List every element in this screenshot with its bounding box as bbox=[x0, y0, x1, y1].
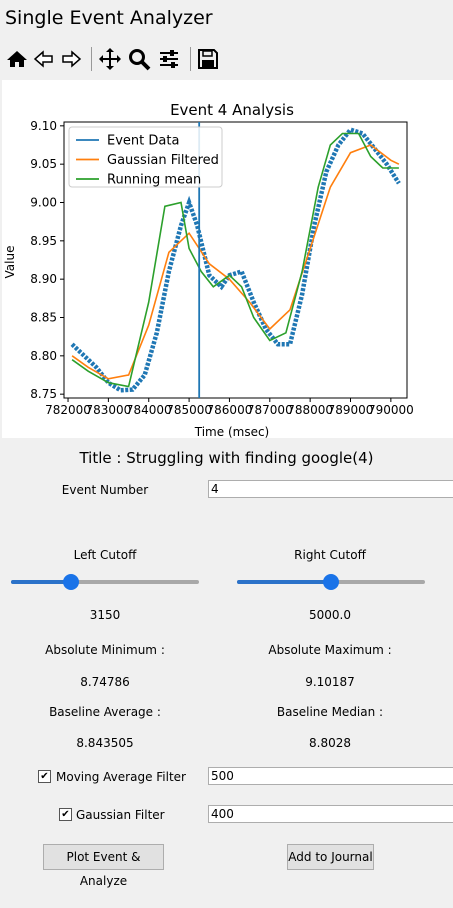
baseline-average-value: 8.843505 bbox=[76, 736, 134, 750]
left-cutoff-slider[interactable] bbox=[11, 572, 199, 592]
event-title-text: Title : Struggling with finding google(4… bbox=[79, 449, 374, 467]
x-tick-label: 787000 bbox=[247, 403, 293, 417]
gaussian-filter-input[interactable] bbox=[208, 805, 453, 823]
y-tick-label: 9.05 bbox=[30, 157, 57, 171]
moving-average-label: Moving Average Filter bbox=[56, 770, 186, 784]
baseline-median-label: Baseline Median : bbox=[276, 705, 384, 719]
gaussian-filter-checkbox[interactable]: ✔ bbox=[59, 808, 72, 821]
absolute-maximum-label: Absolute Maximum : bbox=[268, 643, 392, 657]
x-tick-label: 786000 bbox=[207, 403, 253, 417]
back-icon bbox=[33, 50, 53, 68]
zoom-icon bbox=[129, 49, 151, 71]
forward-icon bbox=[62, 50, 82, 68]
baseline-median-value: 8.8028 bbox=[309, 736, 351, 750]
plot-canvas[interactable]: Event 4 Analysis 782000 783000 784000 78500… bbox=[2, 80, 453, 438]
configure-subplots-button[interactable] bbox=[156, 44, 182, 74]
x-axis-label: Time (msec) bbox=[194, 425, 269, 438]
legend-entry: Gaussian Filtered bbox=[107, 153, 219, 168]
slider-thumb[interactable] bbox=[323, 574, 339, 590]
baseline-average-label: Baseline Average : bbox=[49, 705, 161, 719]
pan-button[interactable] bbox=[97, 44, 123, 74]
event-chart: Event 4 Analysis 78200078300078400078500… bbox=[3, 101, 414, 438]
legend-entry: Running mean bbox=[107, 173, 201, 188]
absolute-maximum-value: 9.10187 bbox=[305, 675, 355, 689]
right-cutoff-label: Right Cutoff bbox=[294, 548, 366, 562]
series-line-running-mean bbox=[71, 132, 399, 388]
toolbar-separator bbox=[91, 47, 92, 71]
chart-title: Event 4 Analysis bbox=[170, 101, 294, 119]
absolute-minimum-label: Absolute Minimum : bbox=[45, 643, 165, 657]
left-cutoff-label: Left Cutoff bbox=[73, 548, 137, 562]
slider-trough bbox=[11, 580, 199, 584]
add-to-journal-button[interactable]: Add to Journal bbox=[287, 844, 374, 870]
home-button[interactable] bbox=[4, 44, 30, 74]
save-icon bbox=[198, 49, 218, 69]
y-tick-label: 8.75 bbox=[30, 387, 57, 401]
right-cutoff-slider[interactable] bbox=[237, 572, 425, 592]
x-tick-label: 782000 bbox=[45, 403, 91, 417]
x-tick-label: 789000 bbox=[328, 403, 374, 417]
slider-thumb[interactable] bbox=[63, 574, 80, 590]
x-tick-label: 788000 bbox=[287, 403, 333, 417]
home-icon bbox=[7, 51, 27, 67]
series-line-gaussian-filtered bbox=[71, 144, 400, 380]
event-number-input[interactable] bbox=[208, 480, 453, 498]
x-tick-label: 785000 bbox=[166, 403, 212, 417]
configure-subplots-icon bbox=[160, 50, 178, 68]
x-tick-label: 783000 bbox=[85, 403, 131, 417]
gaussian-filter-label: Gaussian Filter bbox=[76, 808, 165, 822]
left-cutoff-value: 3150 bbox=[89, 608, 121, 622]
save-button[interactable] bbox=[195, 44, 221, 74]
plot-event-analyze-button[interactable]: Plot Event & Analyze bbox=[43, 844, 164, 888]
legend-box bbox=[68, 126, 223, 188]
toolbar-separator bbox=[190, 47, 191, 71]
forward-button[interactable] bbox=[58, 44, 84, 74]
plot-frame bbox=[63, 121, 408, 399]
y-tick-label: 9.00 bbox=[30, 196, 57, 210]
event-number-label: Event Number bbox=[61, 483, 149, 497]
check-mark-icon: ✔ bbox=[40, 771, 49, 782]
y-tick-label: 8.90 bbox=[30, 272, 57, 286]
right-cutoff-value: 5000.0 bbox=[309, 608, 351, 622]
moving-average-input[interactable] bbox=[208, 767, 453, 785]
app-title: Single Event Analyzer bbox=[5, 7, 213, 29]
y-tick-label: 8.95 bbox=[30, 234, 57, 248]
moving-average-checkbox[interactable]: ✔ bbox=[38, 770, 51, 783]
slider-fill bbox=[11, 580, 72, 584]
y-axis-label: Value bbox=[3, 246, 17, 279]
y-tick-label: 8.85 bbox=[30, 311, 57, 325]
x-tick-label: 784000 bbox=[126, 403, 172, 417]
absolute-minimum-value: 8.74786 bbox=[80, 675, 130, 689]
pan-icon bbox=[99, 48, 121, 70]
slider-fill bbox=[237, 580, 331, 584]
back-button[interactable] bbox=[31, 44, 57, 74]
x-tick-label: 790000 bbox=[368, 403, 414, 417]
legend-entry: Event Data bbox=[107, 134, 179, 149]
zoom-button[interactable] bbox=[126, 44, 152, 74]
plot-toolbar bbox=[4, 44, 224, 76]
check-mark-icon: ✔ bbox=[61, 809, 70, 820]
y-tick-label: 9.10 bbox=[30, 119, 57, 133]
y-tick-label: 8.80 bbox=[30, 349, 57, 363]
